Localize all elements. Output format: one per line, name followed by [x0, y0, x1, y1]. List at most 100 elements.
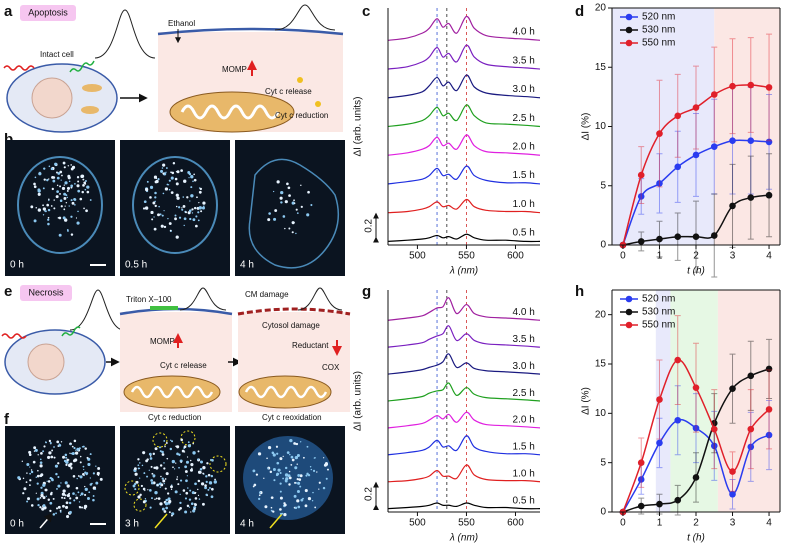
speckle	[179, 459, 183, 463]
speckle	[75, 496, 79, 500]
speckle	[291, 201, 295, 205]
data-point	[637, 193, 645, 200]
speckle	[185, 211, 188, 214]
x-tick-label: 500	[409, 251, 426, 262]
speckle	[147, 489, 149, 491]
speckle	[164, 502, 169, 506]
data-point	[710, 232, 718, 239]
region	[612, 8, 715, 245]
speckle	[197, 458, 200, 461]
speckle	[187, 444, 192, 448]
label: MOMP	[150, 337, 175, 346]
speckle	[159, 213, 162, 216]
data-point	[710, 442, 718, 450]
speckle	[289, 453, 291, 456]
speckle	[187, 487, 189, 489]
speckle	[78, 447, 81, 450]
speckle	[282, 455, 284, 458]
speckle	[160, 475, 162, 478]
x-tick-label: 2	[693, 251, 699, 262]
speckle	[63, 208, 66, 211]
speckle	[78, 506, 82, 509]
speckle	[55, 472, 58, 476]
spectrum	[387, 297, 541, 321]
x-tick-label: 4	[766, 251, 772, 262]
cristae	[244, 385, 328, 399]
speckle	[48, 439, 52, 443]
speckle	[193, 206, 197, 210]
speckle	[86, 472, 89, 475]
speckle	[188, 209, 192, 212]
excitation	[1, 333, 27, 339]
speckle	[174, 217, 177, 221]
data-point	[674, 163, 682, 171]
speckle	[307, 497, 312, 501]
speckle	[84, 485, 86, 488]
speckle	[195, 215, 198, 218]
speckle	[270, 506, 273, 509]
speckle	[137, 458, 140, 461]
speckle	[170, 485, 173, 489]
speckle	[184, 510, 188, 514]
spectrum	[387, 411, 541, 429]
speckle	[86, 456, 89, 459]
series-label: 0.5 h	[513, 495, 535, 506]
speckle	[149, 185, 154, 189]
speckle	[43, 167, 46, 170]
speckle	[161, 214, 164, 217]
speckle	[161, 450, 164, 454]
speckle	[273, 479, 276, 482]
speckle	[63, 192, 67, 196]
speckle	[205, 480, 208, 483]
speckle	[26, 463, 30, 467]
speckle	[48, 178, 50, 180]
speckle	[41, 507, 45, 511]
speckle	[64, 205, 66, 207]
spectrum	[387, 198, 541, 214]
speckle	[326, 468, 329, 471]
data-point	[729, 468, 736, 475]
speckle	[310, 204, 313, 207]
time-label: 4 h	[240, 260, 254, 271]
speckle	[28, 450, 32, 454]
speckle	[70, 167, 74, 171]
speckle	[295, 208, 298, 211]
speckle	[176, 196, 180, 200]
speckle	[309, 466, 312, 468]
speckle	[51, 449, 54, 452]
speckle	[45, 441, 48, 444]
spectrum-icon	[69, 289, 125, 331]
label: CM damage	[245, 290, 289, 299]
speckle	[83, 207, 85, 210]
speckle	[184, 465, 188, 469]
panel-label: d	[575, 3, 584, 20]
spectrum-icon	[274, 4, 336, 31]
speckle	[192, 180, 194, 183]
data-point	[674, 416, 682, 424]
data-point	[692, 424, 700, 432]
speckle	[293, 202, 296, 204]
speckle	[26, 472, 28, 474]
speckle	[252, 469, 256, 473]
speckle	[146, 180, 149, 183]
speckle	[22, 477, 25, 480]
speckle	[279, 457, 283, 461]
speckle	[66, 484, 70, 488]
speckle	[43, 445, 46, 448]
speckle	[302, 456, 305, 459]
speckle	[205, 493, 208, 497]
speckle	[162, 163, 166, 167]
speckle	[50, 477, 54, 481]
speckle	[275, 473, 279, 477]
label: Cyt c reoxidation	[262, 413, 322, 422]
speckle	[185, 491, 189, 495]
y-tick-label: 20	[595, 309, 607, 320]
series-label: 1.5 h	[513, 170, 535, 181]
speckle	[148, 452, 152, 456]
speckle	[208, 481, 213, 485]
nucleus	[27, 343, 65, 381]
speckle	[171, 440, 174, 443]
speckle	[153, 227, 157, 231]
speckle	[38, 172, 42, 176]
speckle	[66, 514, 70, 519]
